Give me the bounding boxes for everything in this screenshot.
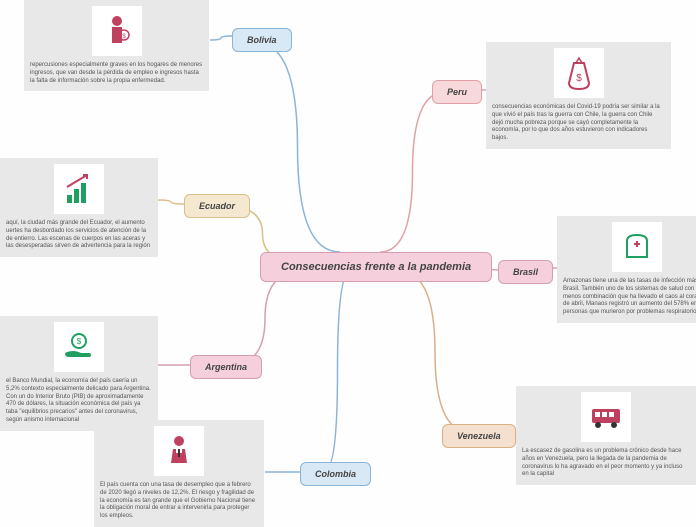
country-node-argentina[interactable]: Argentina (190, 355, 262, 379)
detail-ecuador-detail: aquí, la ciudad más grande del Ecuador, … (0, 158, 158, 257)
detail-colombia-detail: El país cuenta con una tasa de desempleo… (94, 420, 264, 527)
chart-up-icon (54, 164, 104, 214)
center-node[interactable]: Consecuencias frente a la pandemia (260, 252, 492, 282)
detail-text: La escasez de gasolina es un problema cr… (522, 448, 690, 479)
detail-brasil-detail: Amazonas tiene una de las tasas de infec… (557, 216, 696, 323)
detail-text: consecuencias económicas del Covid-19 po… (492, 104, 665, 143)
country-node-ecuador[interactable]: Ecuador (184, 194, 250, 218)
detail-peru-detail: $ consecuencias económicas del Covid-19 p… (486, 42, 671, 149)
hand-money-icon: $ (54, 322, 104, 372)
svg-text:$: $ (77, 337, 82, 346)
detail-text: repercusiones especialmente graves en lo… (30, 62, 203, 85)
detail-text: aquí, la ciudad más grande del Ecuador, … (6, 220, 152, 251)
medical-icon (612, 222, 662, 272)
detail-text: El país cuenta con una tasa de desempleo… (100, 482, 258, 521)
country-node-bolivia[interactable]: Bolivia (232, 28, 292, 52)
country-node-brasil[interactable]: Brasil (498, 260, 553, 284)
country-node-colombia[interactable]: Colombia (300, 462, 371, 486)
country-node-venezuela[interactable]: Venezuela (442, 424, 516, 448)
worker-icon (154, 426, 204, 476)
country-node-peru[interactable]: Peru (432, 80, 482, 104)
svg-text:$: $ (576, 73, 582, 84)
person-money-icon: $ (92, 6, 142, 56)
detail-argentina-detail: $ el Banco Mundial, la economía del país … (0, 316, 158, 431)
detail-text: el Banco Mundial, la economía del país c… (6, 378, 152, 425)
detail-venezuela-detail: La escasez de gasolina es un problema cr… (516, 386, 696, 485)
bus-icon (581, 392, 631, 442)
detail-bolivia-detail: $ repercusiones especialmente graves en l… (24, 0, 209, 91)
money-bag-icon: $ (554, 48, 604, 98)
detail-text: Amazonas tiene una de las tasas de infec… (563, 278, 696, 317)
